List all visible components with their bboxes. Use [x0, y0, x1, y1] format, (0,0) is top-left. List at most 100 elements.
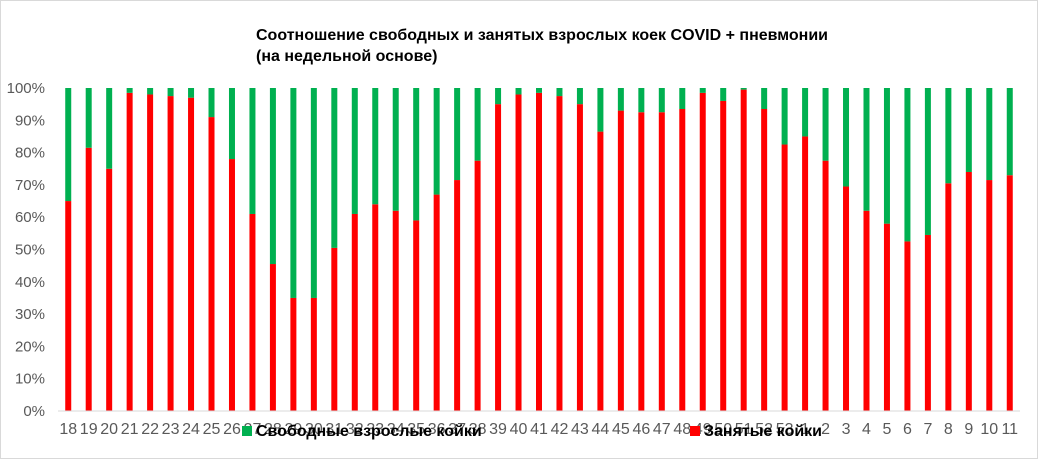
x-tick-label: 2	[821, 421, 830, 438]
bar-occupied	[392, 210, 399, 411]
x-tick-label: 31	[325, 421, 343, 438]
x-tick-label: 8	[944, 421, 953, 438]
x-tick-label: 37	[448, 421, 466, 438]
x-tick-label: 21	[121, 421, 139, 438]
x-tick-label: 43	[571, 421, 589, 438]
bar-occupied	[454, 180, 461, 411]
bar-occupied	[699, 92, 706, 411]
y-tick-label: 10%	[15, 371, 45, 388]
bar-occupied	[85, 147, 92, 411]
y-tick-label: 30%	[15, 306, 45, 323]
bar-occupied	[290, 297, 297, 411]
bar-occupied	[843, 186, 850, 411]
bar-free	[249, 88, 256, 214]
x-tick-label: 22	[141, 421, 159, 438]
x-tick-label: 33	[366, 421, 384, 438]
bar-free	[392, 88, 399, 211]
x-tick-label: 40	[510, 421, 528, 438]
bar-occupied	[761, 108, 768, 412]
bar-free	[85, 88, 92, 148]
bar-free	[454, 88, 461, 181]
bar-occupied	[822, 160, 829, 411]
x-tick-label: 26	[223, 421, 241, 438]
bar-free	[597, 88, 604, 132]
bar-free	[556, 88, 563, 97]
bar-free	[1006, 88, 1013, 176]
x-tick-label: 10	[980, 421, 998, 438]
y-tick-label: 60%	[15, 209, 45, 226]
bar-occupied	[65, 201, 72, 411]
bar-free	[474, 88, 481, 161]
bar-free	[167, 88, 174, 97]
x-tick-label: 42	[551, 421, 569, 438]
x-tick-label: 44	[592, 421, 610, 438]
bar-occupied	[740, 89, 747, 412]
bar-occupied	[576, 104, 583, 412]
x-tick-label: 38	[469, 421, 487, 438]
legend-swatch	[242, 426, 252, 436]
bar-free	[126, 88, 133, 93]
x-tick-label: 45	[612, 421, 630, 438]
x-tick-label: 30	[305, 421, 323, 438]
bar-free	[945, 88, 952, 184]
y-tick-label: 0%	[23, 403, 45, 420]
x-tick-label: 11	[1001, 421, 1018, 438]
bar-occupied	[474, 160, 481, 411]
bar-occupied	[433, 194, 440, 411]
x-tick-label: 4	[862, 421, 871, 438]
bar-free	[802, 88, 809, 137]
bar-free	[351, 88, 358, 214]
bar-free	[228, 88, 235, 160]
y-tick-label: 20%	[15, 338, 45, 355]
x-tick-label: 5	[883, 421, 892, 438]
x-tick-label: 47	[653, 421, 671, 438]
bar-free	[331, 88, 338, 248]
bar-free	[310, 88, 317, 298]
x-tick-label: 1	[801, 421, 810, 438]
bar-occupied	[413, 220, 420, 411]
bar-free	[576, 88, 583, 105]
bar-free	[536, 88, 542, 93]
bar-occupied	[965, 171, 972, 411]
bar-occupied	[863, 210, 870, 411]
bar-free	[372, 88, 379, 205]
x-tick-label: 18	[59, 421, 77, 438]
legend-label: Занятые койки	[704, 423, 822, 440]
bar-free	[106, 88, 113, 169]
y-tick-label: 50%	[15, 242, 45, 259]
x-tick-label: 52	[755, 421, 773, 438]
bar-occupied	[1006, 175, 1013, 411]
x-tick-label: 35	[407, 421, 425, 438]
bar-free	[679, 88, 686, 109]
bar-free	[495, 88, 502, 105]
bar-occupied	[904, 241, 911, 411]
y-tick-label: 90%	[15, 112, 45, 129]
bar-free	[761, 88, 768, 109]
bar-free	[515, 88, 522, 95]
x-tick-label: 39	[489, 421, 507, 438]
x-tick-label: 24	[182, 421, 200, 438]
x-tick-label: 28	[264, 421, 282, 438]
x-tick-label: 46	[632, 421, 650, 438]
chart-title-line-1: Соотношение свободных и занятых взрослых…	[256, 27, 828, 44]
bar-occupied	[924, 234, 931, 411]
bar-free	[638, 88, 645, 113]
bar-occupied	[167, 96, 174, 411]
x-tick-label: 34	[387, 421, 405, 438]
y-axis: 0% 10% 20% 30% 40% 50% 60% 70% 80% 90% 100%	[7, 80, 45, 420]
bar-occupied	[310, 297, 317, 411]
bar-free	[658, 88, 665, 113]
bar-occupied	[536, 92, 542, 411]
x-tick-label: 6	[903, 421, 912, 438]
bar-free	[843, 88, 850, 187]
bar-free	[699, 88, 706, 93]
bar-occupied	[802, 136, 809, 411]
bar-free	[822, 88, 829, 161]
bar-occupied	[658, 112, 665, 411]
x-tick-label: 20	[100, 421, 118, 438]
x-tick-label: 23	[162, 421, 180, 438]
bar-free	[147, 88, 154, 95]
bar-free	[720, 88, 727, 101]
bar-occupied	[617, 110, 624, 412]
